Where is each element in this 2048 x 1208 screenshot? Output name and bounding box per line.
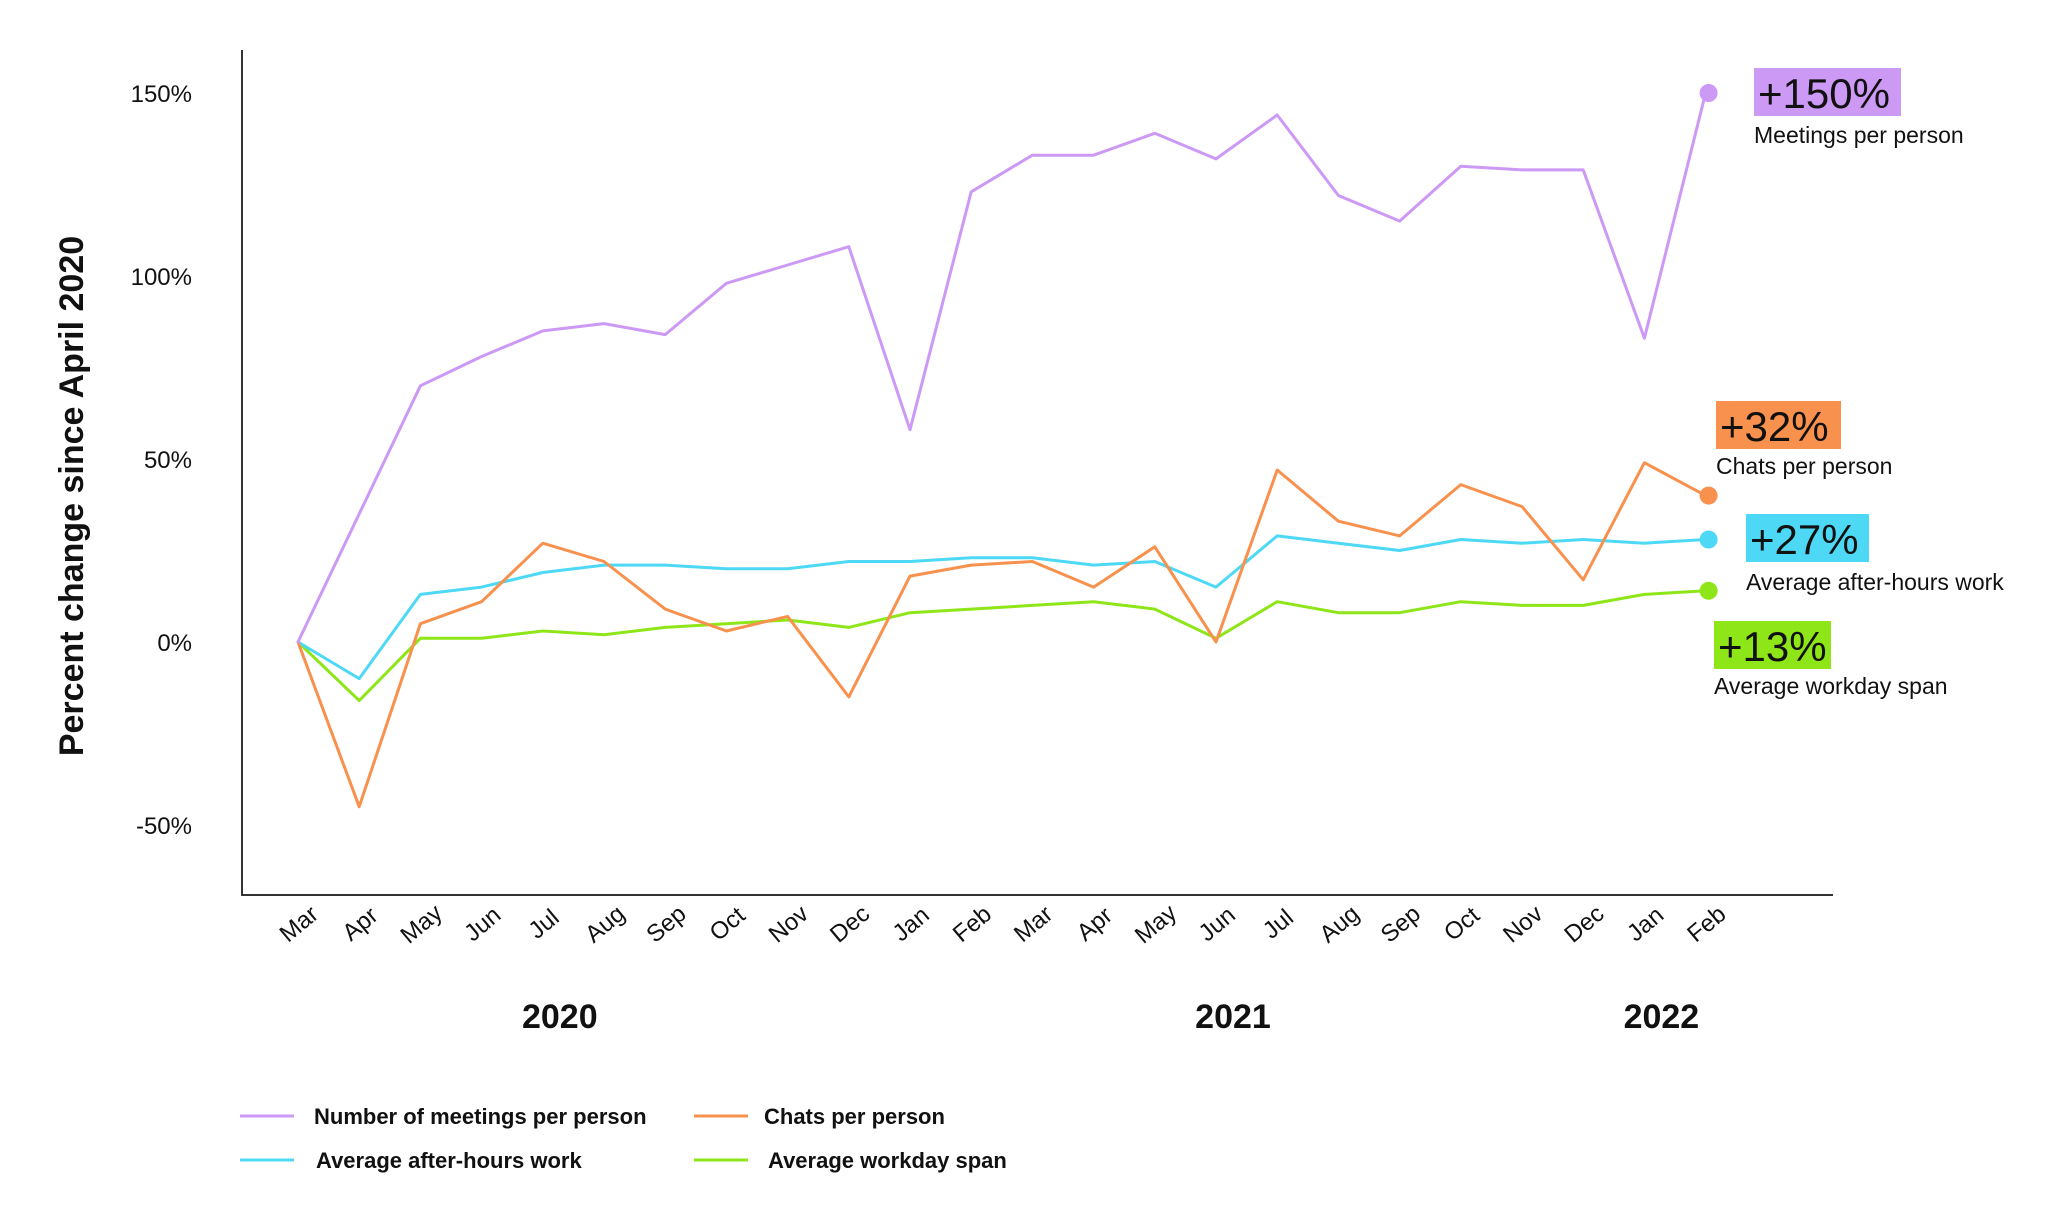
callout-badge: +27% bbox=[1750, 516, 1859, 563]
year-labels: 2020 2021 2022 bbox=[522, 998, 1699, 1036]
y-tick-label: 150% bbox=[131, 81, 192, 108]
series-line bbox=[296, 589, 1708, 703]
callout-badge: +150% bbox=[1758, 70, 1890, 117]
legend-label: Number of meetings per person bbox=[314, 1104, 647, 1129]
callout-badge-bg bbox=[1746, 514, 1869, 562]
y-tick-label: 50% bbox=[144, 447, 192, 474]
series-end-point bbox=[1699, 581, 1718, 600]
callout-label: Average workday span bbox=[1714, 673, 1948, 699]
series-end-point bbox=[1699, 486, 1718, 505]
series-line bbox=[296, 534, 1708, 681]
y-tick-label: 0% bbox=[157, 630, 192, 657]
callout-badge-bg bbox=[1754, 68, 1901, 116]
series-line bbox=[296, 461, 1708, 809]
callout-label: Average after-hours work bbox=[1746, 569, 2004, 595]
callouts: +150% Meetings per person +32% Chats per pe… bbox=[1714, 68, 2004, 699]
series-end-point bbox=[1699, 530, 1718, 549]
series-lines bbox=[296, 91, 1708, 809]
legend: Number of meetings per person Chats per p… bbox=[240, 1104, 1007, 1173]
callout-badge: +32% bbox=[1720, 403, 1829, 450]
callout-badge-bg bbox=[1716, 401, 1841, 449]
year-label: 2021 bbox=[1195, 998, 1271, 1036]
callout-badge-bg bbox=[1714, 621, 1831, 669]
year-label: 2022 bbox=[1624, 998, 1700, 1036]
legend-label: Chats per person bbox=[764, 1104, 945, 1129]
series-end-point bbox=[1699, 84, 1718, 102]
callout-badge: +13% bbox=[1718, 623, 1827, 670]
legend-label: Average after-hours work bbox=[316, 1148, 582, 1173]
y-tick-labels: 150% 100% 50% 0% -50% bbox=[131, 81, 192, 840]
y-axis-title: Percent change since April 2020 bbox=[53, 236, 91, 756]
y-tick-label: -50% bbox=[136, 813, 192, 840]
legend-label: Average workday span bbox=[768, 1148, 1007, 1173]
y-tick-label: 100% bbox=[131, 264, 192, 291]
series-end-points bbox=[1699, 84, 1718, 600]
year-label: 2020 bbox=[522, 998, 598, 1036]
callout-label: Meetings per person bbox=[1754, 122, 1964, 148]
callout-label: Chats per person bbox=[1716, 453, 1892, 479]
series-line bbox=[296, 91, 1708, 644]
